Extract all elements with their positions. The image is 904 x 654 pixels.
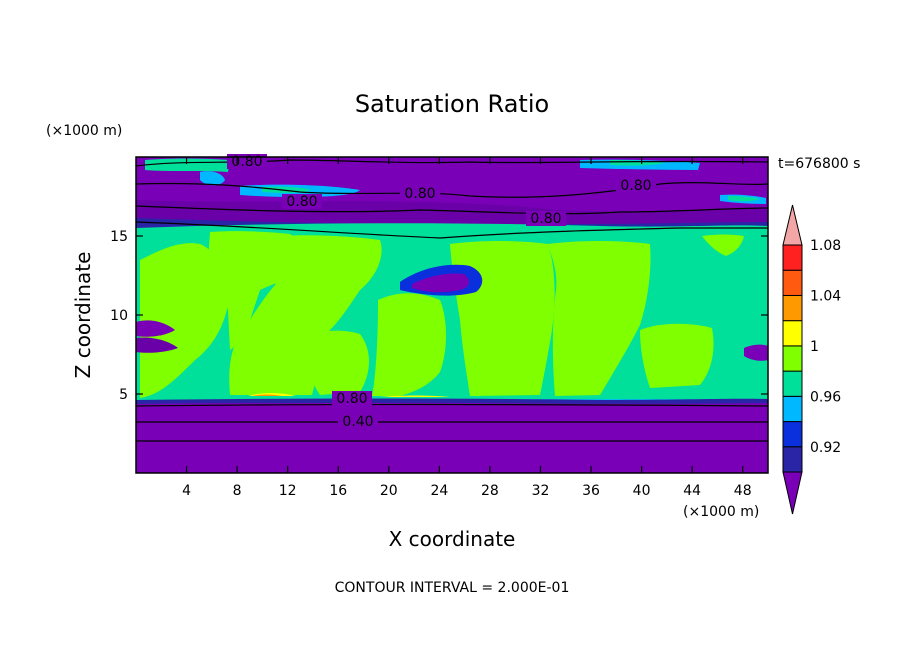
contour-field: [136, 157, 768, 473]
colorbar-label: 0.96: [810, 389, 841, 405]
x-tick-label: 28: [481, 483, 499, 499]
x-unit-label: (×1000 m): [683, 504, 759, 520]
time-label: t=676800 s: [778, 156, 860, 172]
colorbar-arrow-bottom: [782, 471, 803, 515]
contour-label: 0.40: [342, 414, 373, 430]
x-axis-title: X coordinate: [389, 527, 516, 551]
upper-patch-4: [262, 186, 312, 193]
left-dry-streak-2: [136, 337, 178, 353]
colorbar-swatch: [782, 395, 803, 423]
contour-label-bg: [282, 194, 322, 209]
contour-labels: 0.80 0.80 0.80 0.80 0.80 0.80 0.40: [227, 154, 656, 430]
contour-label: 0.80: [336, 391, 367, 407]
colorbar-label: 1.08: [810, 238, 841, 254]
moist-region-9: [702, 234, 744, 256]
colorbar: 1.08 1.04 1 0.96 0.92: [782, 204, 841, 515]
colorbar-swatch: [782, 370, 803, 397]
moist-region-4: [300, 330, 369, 395]
x-tick-label: 40: [633, 483, 651, 499]
y-axis: 5 10 15: [110, 229, 768, 403]
contour-label: 0.80: [620, 178, 651, 194]
contour-label-bg: [400, 186, 440, 201]
moist-region-7: [548, 241, 651, 396]
contour-line-1: [135, 159, 769, 167]
upper-patch-1: [145, 158, 230, 172]
colorbar-arrow-top: [782, 204, 803, 246]
contour-label-bg: [616, 178, 656, 193]
left-dry-streak-3: [744, 344, 768, 361]
contour-label-bg: [338, 414, 378, 429]
contour-label: 0.80: [404, 186, 435, 202]
dry-pocket-purple: [412, 273, 469, 293]
x-tick-label: 8: [233, 483, 242, 499]
lower-dry-layer: [136, 400, 768, 473]
colorbar-swatch: [782, 244, 803, 271]
contour-label: 0.80: [231, 154, 262, 170]
contour-label: 0.80: [286, 194, 317, 210]
colorbar-label: 1.04: [810, 288, 841, 304]
x-axis: 4 8 12 16 20 24 28 32 36 40 44 48: [182, 157, 752, 499]
y-tick-label: 5: [119, 387, 128, 403]
x-tick-label: 4: [182, 483, 191, 499]
moist-region-left: [140, 243, 230, 398]
y-axis-title: Z coordinate: [71, 252, 95, 379]
contour-interval-note: CONTOUR INTERVAL = 2.000E-01: [335, 580, 570, 596]
moist-region-5: [372, 293, 446, 396]
x-tick-label: 24: [430, 483, 448, 499]
contour-label: 0.80: [530, 211, 561, 227]
colorbar-swatch: [782, 294, 803, 322]
colorbar-swatch: [782, 446, 803, 473]
x-tick-label: 12: [279, 483, 297, 499]
moist-region-8: [640, 323, 714, 388]
y-tick-label: 10: [110, 308, 128, 324]
colorbar-swatch: [782, 345, 803, 372]
lower-dry-edge: [136, 398, 768, 404]
colorbar-label: 1: [810, 339, 819, 355]
moist-region-2: [208, 231, 299, 350]
warm-spot-2: [252, 394, 282, 396]
x-tick-label: 36: [582, 483, 600, 499]
contour-label-bg: [526, 211, 566, 226]
colorbar-swatch: [782, 320, 803, 347]
y-unit-label: (×1000 m): [46, 123, 122, 139]
contour-label-bg: [332, 391, 372, 406]
warm-spot-3: [380, 395, 450, 397]
x-tick-label: 16: [329, 483, 347, 499]
contour-line-3: [135, 205, 769, 215]
colorbar-swatch: [782, 269, 803, 296]
colorbar-label: 0.92: [810, 440, 841, 456]
y-tick-label: 15: [110, 229, 128, 245]
x-tick-label: 20: [380, 483, 398, 499]
colorbar-swatch: [782, 421, 803, 448]
left-dry-streak-1: [136, 320, 175, 337]
upper-patch-8: [728, 196, 760, 202]
contour-line-4: [135, 221, 768, 239]
contour-line-2: [135, 181, 769, 198]
x-tick-label: 44: [683, 483, 701, 499]
moist-region-3: [229, 235, 382, 395]
x-tick-label: 48: [734, 483, 752, 499]
x-tick-label: 32: [532, 483, 550, 499]
chart-title: Saturation Ratio: [355, 90, 549, 118]
upper-patch-2: [200, 171, 225, 186]
contour-line-5: [135, 403, 769, 407]
